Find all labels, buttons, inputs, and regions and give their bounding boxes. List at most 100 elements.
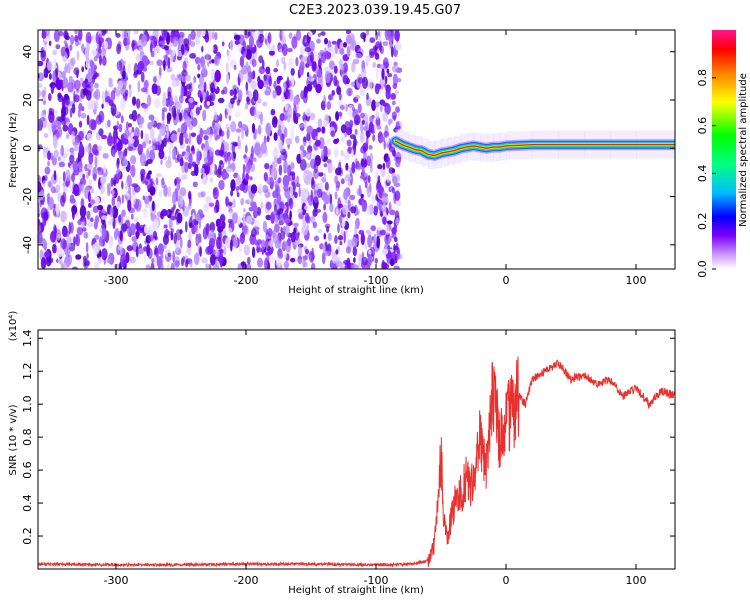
spectrogram-cell <box>352 109 359 120</box>
spectrogram-cell <box>92 244 96 250</box>
spectrogram-cell <box>243 50 246 59</box>
spectrogram-cell <box>68 75 73 83</box>
spectrogram-cell <box>43 100 47 106</box>
spectrogram-cell <box>374 52 380 60</box>
spectrogram-cell <box>363 151 366 161</box>
spectrogram-cell <box>123 151 126 158</box>
spectrogram-cell <box>265 201 272 210</box>
spectrogram-cell <box>336 86 342 95</box>
spectrogram-cell <box>195 213 201 222</box>
spectrogram-cell <box>121 223 128 232</box>
spectrogram-cell <box>48 40 52 46</box>
spectrogram-cell <box>111 196 116 207</box>
spectrogram-cell <box>111 148 116 158</box>
spectrogram-cell <box>44 250 50 258</box>
spectrogram-cell <box>294 135 300 144</box>
spectrogram-cell <box>379 64 385 69</box>
spectrogram-cell <box>202 172 207 185</box>
spectrogram-cell <box>281 95 285 102</box>
spectrogram-cell <box>285 239 292 253</box>
spectrogram-cell <box>151 258 155 263</box>
spectrogram-cell <box>297 258 302 264</box>
spectrogram-cell <box>167 57 171 69</box>
spectrogram-cell <box>367 254 373 266</box>
spectrogram-cell <box>329 193 333 206</box>
y-tick-label: -40 <box>21 236 34 254</box>
spectrogram-cell <box>304 47 312 53</box>
spectrogram-cell <box>303 119 307 129</box>
spectrogram-cell <box>381 262 388 269</box>
spectrogram-cell <box>48 111 55 123</box>
spectrogram-cell <box>93 91 98 99</box>
y-tick-label: -20 <box>21 188 34 206</box>
spectrogram-cell <box>352 264 359 269</box>
spectrogram-cell <box>288 57 294 69</box>
spectrogram-cell <box>251 246 256 258</box>
spectrogram-cell <box>181 69 188 77</box>
spectrogram-cell <box>316 127 322 133</box>
y-tick-label: 1.2 <box>21 362 34 380</box>
spectrogram-cell <box>179 132 184 146</box>
spectrogram-cell <box>179 187 187 197</box>
spectrogram-cell <box>188 222 193 229</box>
spectrogram-cell <box>88 202 92 208</box>
spectrogram-cell <box>249 176 253 181</box>
spectrogram-cell <box>394 89 400 95</box>
spectrogram-cell <box>234 111 241 118</box>
spectrogram-cell <box>197 73 201 79</box>
spectrogram-cell <box>367 234 373 248</box>
spectrogram-cell <box>278 177 282 183</box>
spectrogram-cell <box>236 192 240 198</box>
spectrogram-cell <box>313 190 319 204</box>
spectrogram-cell <box>38 231 43 244</box>
spectrogram-cell <box>195 56 201 64</box>
spectrogram-cell <box>105 102 109 107</box>
spectrogram-cell <box>382 102 389 107</box>
spectrogram-cell <box>209 151 214 163</box>
spectrogram-cell <box>323 194 330 204</box>
spectrogram-cell <box>360 232 365 246</box>
spectrogram-cell <box>47 150 51 161</box>
y-tick-label: 0.2 <box>21 527 34 545</box>
spectrogram-cell <box>80 198 85 209</box>
spectrogram-cell <box>242 213 246 227</box>
spectrogram-cell <box>64 95 71 106</box>
spectrogram-cell <box>71 173 75 182</box>
spectrogram-cell <box>121 194 125 204</box>
spectrogram-cell <box>304 212 310 223</box>
spectrogram-cell <box>150 262 155 269</box>
spectrogram-cell <box>385 156 391 169</box>
spectrogram-cell <box>238 70 242 79</box>
spectrogram-cell <box>295 175 300 183</box>
spectrogram-cell <box>48 93 52 102</box>
spectrogram-cell <box>183 132 188 139</box>
spectrogram-cell <box>394 245 399 250</box>
spectrogram-cell <box>212 44 218 54</box>
spectrogram-cell <box>355 217 360 230</box>
spectrogram-cell <box>126 146 134 151</box>
chart-title: C2E3.2023.039.19.45.G07 <box>289 3 461 18</box>
spectrogram-cell <box>318 171 324 177</box>
spectrogram-cell <box>181 174 188 180</box>
spectrogram-cell <box>278 124 282 130</box>
spectrogram-cell <box>377 226 383 231</box>
spectrogram-cell <box>208 202 215 207</box>
spectrogram-cell <box>250 71 254 80</box>
spectrogram-cell <box>382 203 387 216</box>
spectrogram-cell <box>170 52 174 62</box>
spectrogram-cell <box>76 226 84 236</box>
spectrogram-cell <box>210 68 215 82</box>
spectrogram-cell <box>272 190 277 199</box>
spectrogram-cell <box>209 221 216 233</box>
spectrogram-cell <box>305 248 309 255</box>
spectrogram-cell <box>74 30 78 35</box>
spectrogram-cell <box>73 236 76 246</box>
spectrogram-cell <box>354 226 357 235</box>
spectrogram-cell <box>295 57 299 67</box>
spectrogram-cell <box>322 211 328 223</box>
spectrogram-cell <box>392 83 398 90</box>
spectrogram-cell <box>360 112 365 119</box>
spectrogram-cell <box>65 133 70 140</box>
spectrogram-cell <box>80 88 86 99</box>
